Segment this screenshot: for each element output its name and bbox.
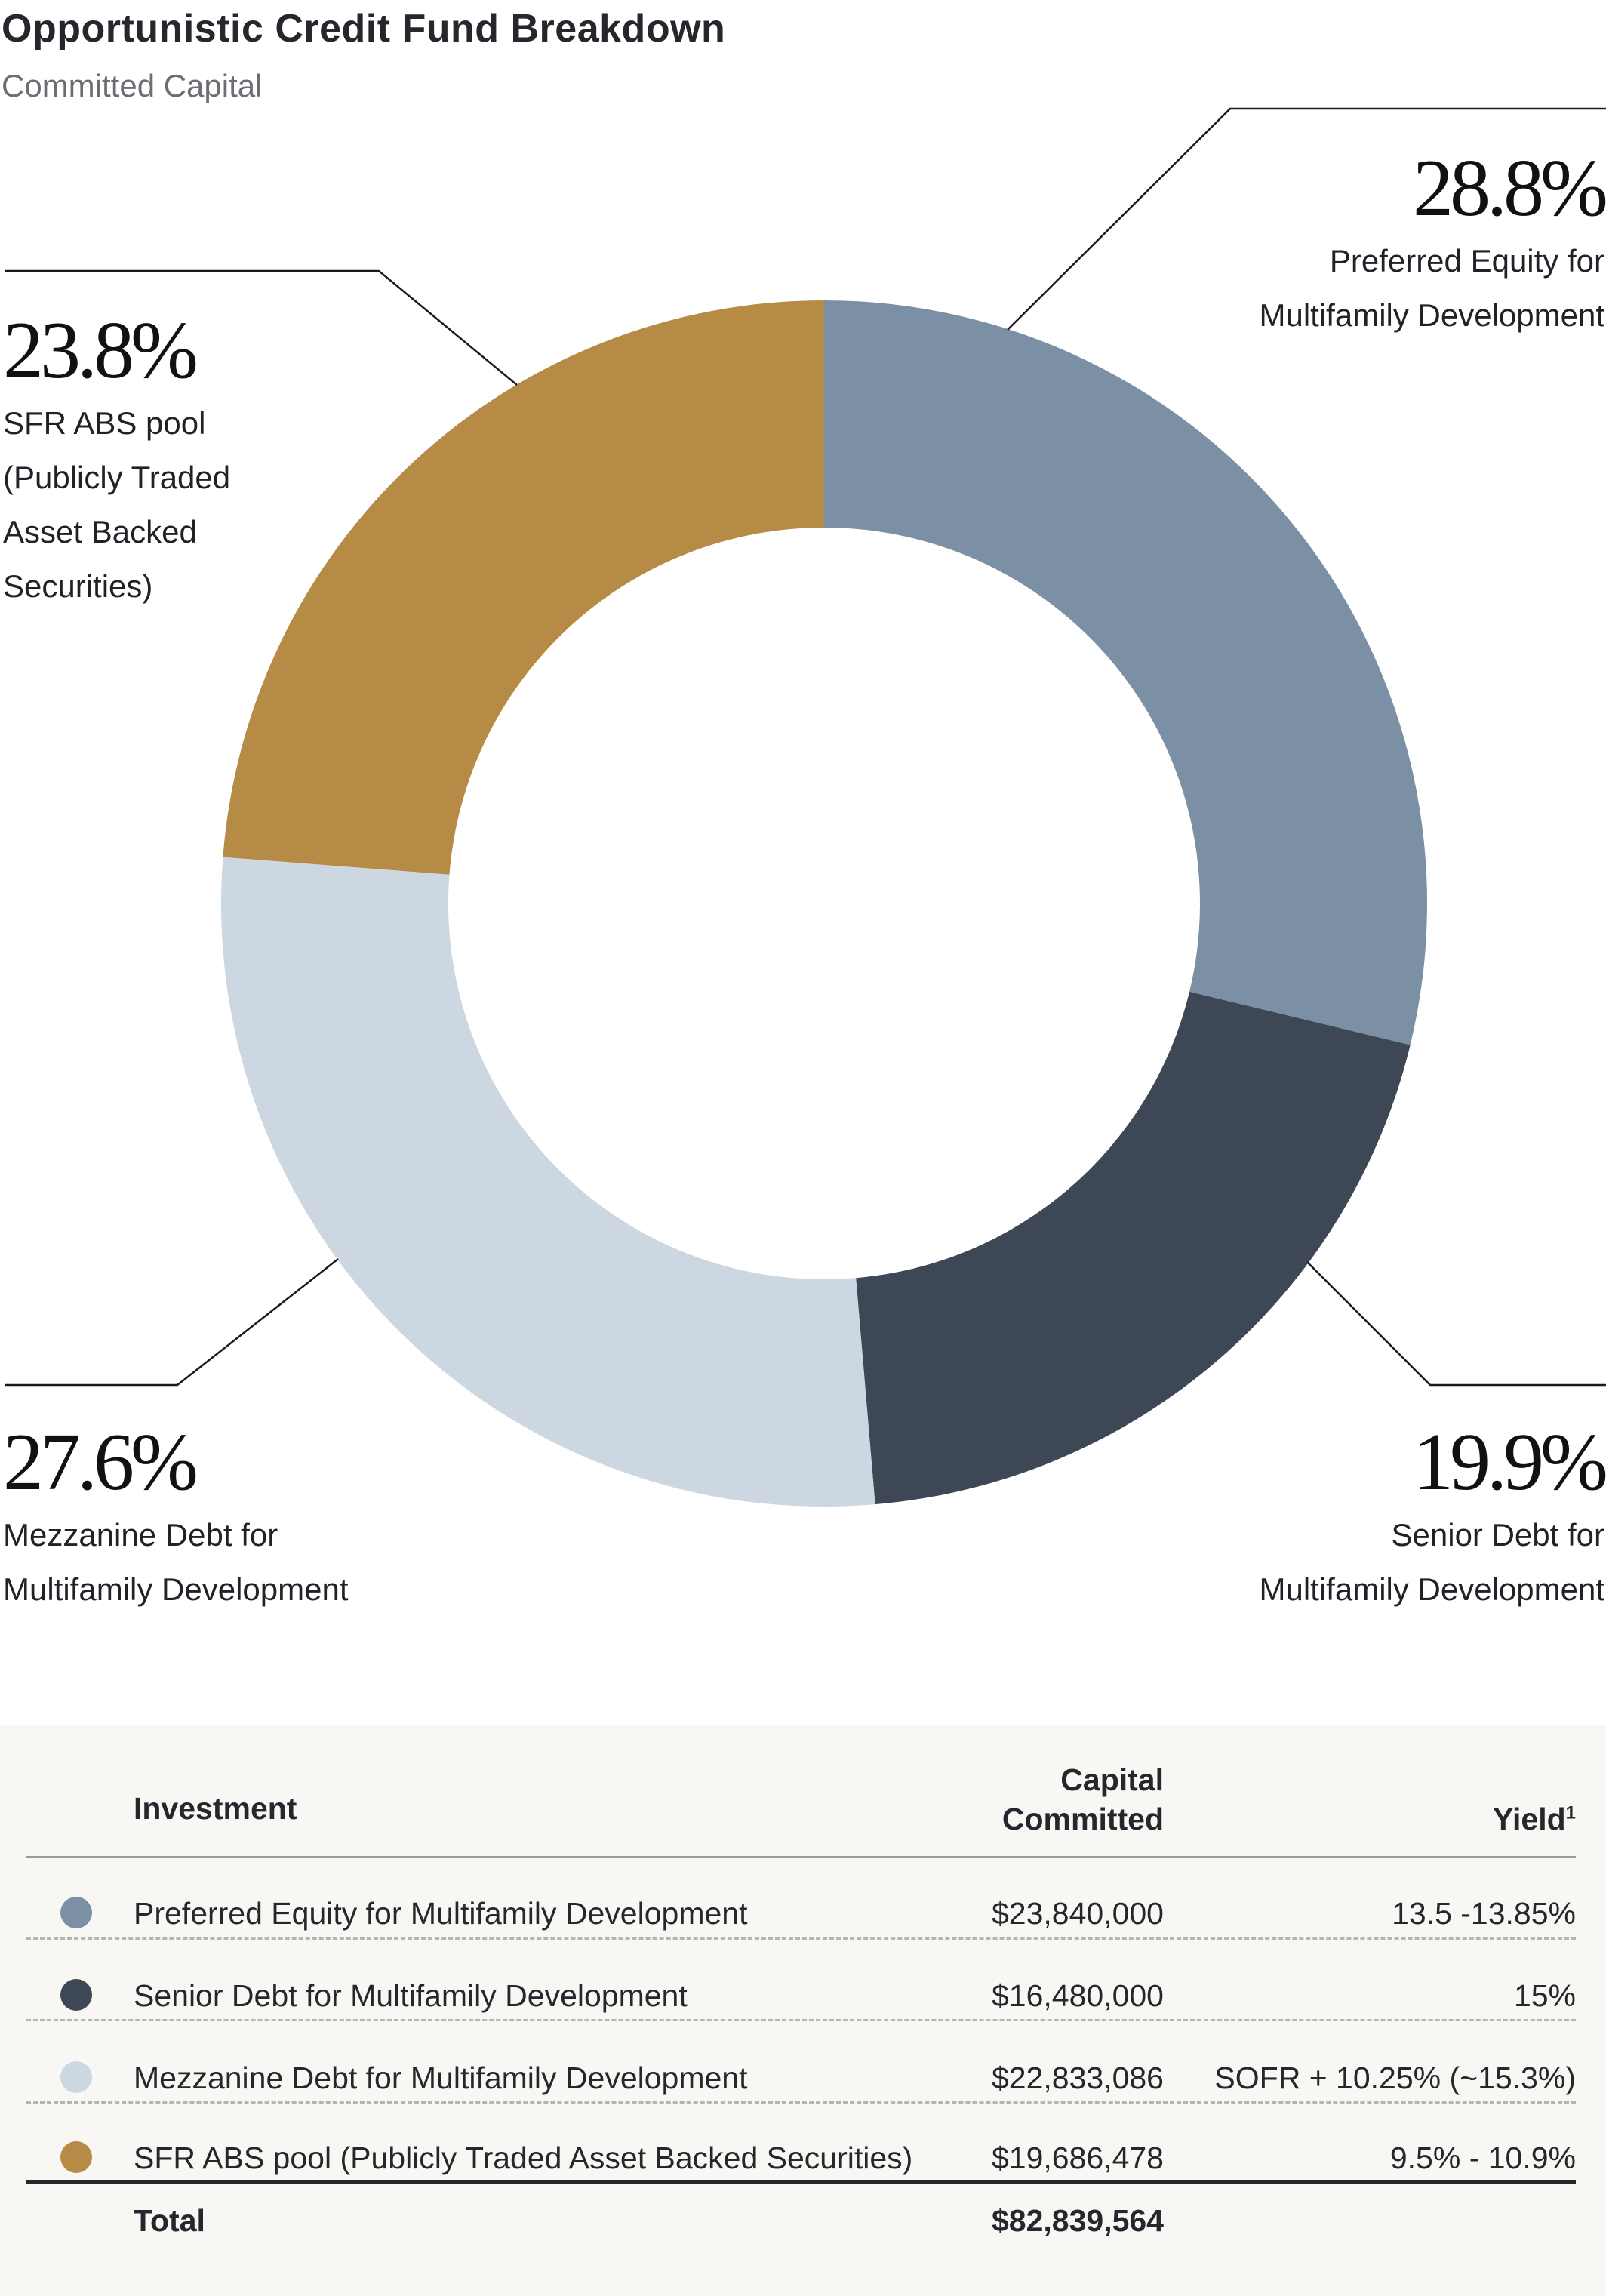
donut-chart xyxy=(5,107,1606,1507)
data-label-percent: 28.8% xyxy=(1413,143,1606,233)
data-label-text: Multifamily Development xyxy=(1259,1571,1605,1607)
legend-swatch xyxy=(60,1897,92,1928)
table-row-capital: $19,686,478 xyxy=(991,2141,1164,2175)
table-row-yield: SOFR + 10.25% (~15.3%) xyxy=(1214,2061,1576,2095)
donut-slice-1 xyxy=(856,991,1411,1505)
donut-slice-0 xyxy=(824,300,1427,1045)
table-row-investment: Preferred Equity for Multifamily Develop… xyxy=(134,1896,748,1931)
header-yield-label: Yield xyxy=(1493,1802,1566,1836)
data-label-percent: 23.8% xyxy=(3,306,198,395)
table-row-yield: 15% xyxy=(1513,1978,1576,2013)
callout-sfr-abs: 23.8% SFR ABS pool (Publicly Traded Asse… xyxy=(3,306,531,614)
data-label-text: SFR ABS pool xyxy=(3,405,206,441)
total-label: Total xyxy=(134,2203,205,2238)
table-row-yield: 9.5% - 10.9% xyxy=(1389,2141,1576,2175)
header-investment: Investment xyxy=(134,1791,297,1826)
table-row-capital: $22,833,086 xyxy=(991,2061,1164,2095)
table-row-yield: 13.5 -13.85% xyxy=(1392,1896,1576,1931)
header-divider xyxy=(26,1856,1576,1858)
row-divider xyxy=(26,1937,1576,1940)
legend-swatch xyxy=(60,2141,92,2173)
leader-line-preferred-equity xyxy=(1007,107,1606,331)
row-divider xyxy=(26,2101,1576,2104)
total-capital: $82,839,564 xyxy=(991,2203,1164,2238)
callout-senior-debt: 19.9% Senior Debt for Multifamily Develo… xyxy=(1076,1417,1606,1617)
table-row-capital: $23,840,000 xyxy=(991,1896,1164,1931)
data-label-percent: 19.9% xyxy=(1413,1417,1606,1507)
data-label-text: Asset Backed xyxy=(3,514,197,549)
table-row-investment: SFR ABS pool (Publicly Traded Asset Back… xyxy=(134,2141,913,2175)
leader-line-sfr-abs xyxy=(5,269,518,386)
data-label-text: Preferred Equity for xyxy=(1329,243,1604,279)
data-label-text: Mezzanine Debt for xyxy=(3,1517,278,1553)
data-label-percent: 27.6% xyxy=(3,1417,198,1507)
header-yield: Yield1 xyxy=(1493,1802,1576,1837)
data-label-text: Multifamily Development xyxy=(3,1571,349,1607)
data-label-text: Securities) xyxy=(3,568,153,604)
leader-line-senior-debt xyxy=(1306,1261,1606,1387)
legend-swatch xyxy=(60,2061,92,2093)
table-row-investment: Mezzanine Debt for Multifamily Developme… xyxy=(134,2061,748,2095)
legend-swatch xyxy=(60,1979,92,2011)
table-row-investment: Senior Debt for Multifamily Development xyxy=(134,1978,688,2013)
yield-footnote-marker: 1 xyxy=(1565,1802,1576,1824)
data-label-text: Senior Debt for xyxy=(1391,1517,1604,1553)
donut-slice-2 xyxy=(221,857,875,1507)
donut-slice-3 xyxy=(223,300,824,875)
chart-title: Opportunistic Credit Fund Breakdown xyxy=(2,7,726,51)
row-divider xyxy=(26,2019,1576,2021)
data-label-text: Multifamily Development xyxy=(1259,297,1605,333)
chart-subtitle: Committed Capital xyxy=(2,68,263,103)
data-label-text: (Publicly Traded xyxy=(3,460,231,495)
table-row-capital: $16,480,000 xyxy=(991,1978,1164,2013)
callout-preferred-equity: 28.8% Preferred Equity for Multifamily D… xyxy=(1076,143,1606,343)
header-capital-line1: Capital xyxy=(1060,1762,1164,1797)
leader-line-mezzanine-debt xyxy=(5,1258,339,1387)
header-capital-line2: Committed xyxy=(1001,1802,1164,1836)
callout-mezzanine-debt: 27.6% Mezzanine Debt for Multifamily Dev… xyxy=(3,1417,531,1617)
total-divider xyxy=(26,2180,1576,2184)
breakdown-table: Investment Capital Committed Yield1 Pref… xyxy=(0,1725,1606,2296)
